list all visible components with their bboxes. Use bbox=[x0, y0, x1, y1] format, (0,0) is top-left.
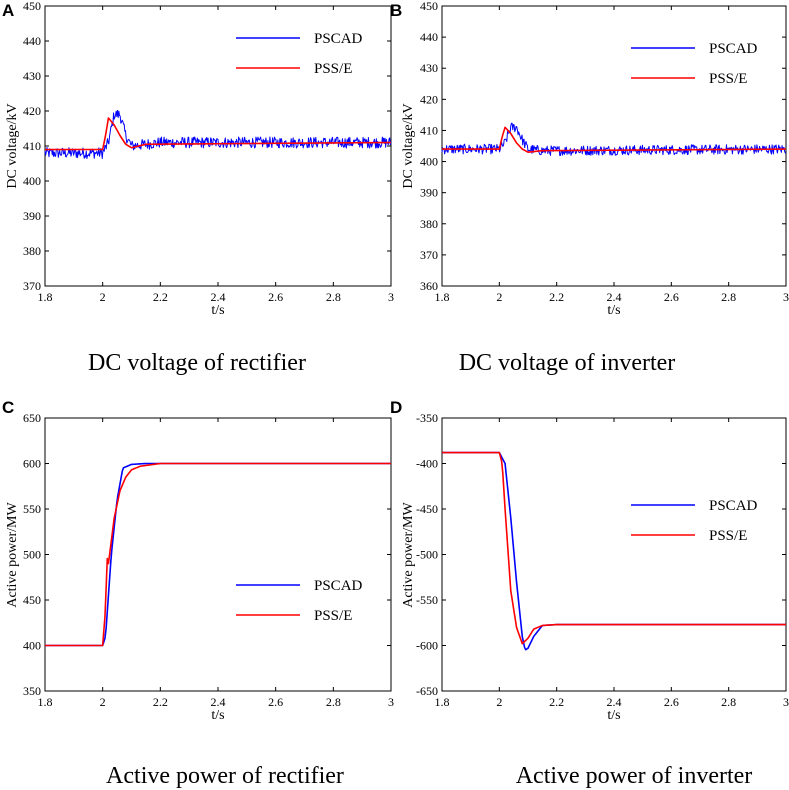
y-axis-label: Active power/MW bbox=[401, 502, 416, 608]
panel-letter: A bbox=[2, 1, 14, 20]
legend-label: PSS/E bbox=[709, 71, 747, 87]
y-tick-label: -550 bbox=[416, 593, 438, 607]
x-tick-label: 2.6 bbox=[268, 695, 283, 709]
series-line-psse bbox=[45, 462, 391, 647]
y-axis-label: Active power/MW bbox=[5, 502, 20, 608]
x-tick-label: 1.8 bbox=[38, 695, 53, 709]
y-tick-label: 410 bbox=[420, 123, 438, 137]
y-tick-label: 410 bbox=[23, 139, 41, 153]
series-line-psse bbox=[442, 451, 786, 645]
y-axis-label: DC voltage/kV bbox=[401, 103, 416, 188]
x-axis-label: t/s bbox=[211, 708, 224, 723]
x-tick-label: 2 bbox=[496, 695, 502, 709]
y-tick-label: -650 bbox=[416, 684, 438, 698]
y-tick-label: 450 bbox=[420, 0, 438, 13]
x-tick-label: 2.4 bbox=[211, 290, 226, 304]
panel-letter: B bbox=[390, 1, 402, 20]
y-axis-label: DC voltage/kV bbox=[5, 103, 20, 188]
plot-area bbox=[44, 417, 392, 692]
series-line-psse bbox=[45, 117, 392, 151]
y-tick-label: 360 bbox=[420, 279, 438, 293]
x-tick-label: 3 bbox=[783, 290, 789, 304]
chart-panel-d: 1.8 2 2.2 2.4 2.6 2.8 3 -650 -600 -550 -500 -450 -40… bbox=[390, 398, 789, 789]
y-tick-label: 380 bbox=[420, 217, 438, 231]
y-tick-label: 390 bbox=[420, 186, 438, 200]
y-tick-label: 380 bbox=[23, 244, 41, 258]
y-tick-label: 450 bbox=[23, 593, 41, 607]
y-tick-label: -500 bbox=[416, 548, 438, 562]
y-tick-label: 440 bbox=[420, 30, 438, 44]
x-tick-label: 2.6 bbox=[664, 695, 679, 709]
chart-caption: DC voltage of inverter bbox=[459, 350, 676, 376]
x-tick-label: 2.4 bbox=[211, 695, 226, 709]
x-tick-label: 2.8 bbox=[326, 695, 341, 709]
panel-letter: C bbox=[2, 398, 14, 417]
y-tick-label: 500 bbox=[23, 548, 41, 562]
y-tick-label: -400 bbox=[416, 457, 438, 471]
legend-label: PSS/E bbox=[314, 608, 352, 624]
y-tick-label: 420 bbox=[420, 92, 438, 106]
y-tick-label: 350 bbox=[23, 684, 41, 698]
x-tick-label: 1.8 bbox=[435, 695, 450, 709]
series-line-psse bbox=[442, 126, 787, 154]
x-axis-label: t/s bbox=[607, 708, 620, 723]
x-tick-label: 2 bbox=[496, 290, 502, 304]
y-tick-label: -350 bbox=[416, 411, 438, 425]
y-tick-label: -450 bbox=[416, 502, 438, 516]
chart-caption: Active power of inverter bbox=[516, 763, 753, 789]
y-tick-label: 600 bbox=[23, 457, 41, 471]
y-tick-label: -600 bbox=[416, 639, 438, 653]
legend-label: PSCAD bbox=[709, 41, 758, 57]
x-tick-label: 2.8 bbox=[721, 290, 736, 304]
x-tick-label: 2.8 bbox=[326, 290, 341, 304]
x-axis-label: t/s bbox=[211, 303, 224, 318]
plot-area bbox=[44, 5, 392, 287]
legend-label: PSCAD bbox=[709, 498, 758, 514]
x-tick-label: 2.2 bbox=[549, 290, 564, 304]
legend-label: PSCAD bbox=[314, 578, 363, 594]
x-tick-label: 1.8 bbox=[38, 290, 53, 304]
chart-panel-c: 1.8 2 2.2 2.4 2.6 2.8 3 350 400 450 500 550 600 650 PS… bbox=[2, 398, 394, 789]
y-tick-label: 450 bbox=[23, 0, 41, 13]
y-tick-label: 400 bbox=[23, 174, 41, 188]
x-tick-label: 3 bbox=[388, 290, 394, 304]
y-tick-label: 420 bbox=[23, 104, 41, 118]
panel-letter: D bbox=[390, 398, 402, 417]
x-tick-label: 2 bbox=[100, 695, 106, 709]
x-tick-label: 2.6 bbox=[664, 290, 679, 304]
x-tick-label: 2 bbox=[100, 290, 106, 304]
legend-label: PSS/E bbox=[314, 61, 352, 77]
x-tick-label: 2.4 bbox=[607, 695, 622, 709]
y-tick-label: 650 bbox=[23, 411, 41, 425]
y-tick-label: 430 bbox=[420, 61, 438, 75]
y-tick-label: 440 bbox=[23, 34, 41, 48]
x-tick-label: 2.8 bbox=[721, 695, 736, 709]
y-tick-label: 550 bbox=[23, 502, 41, 516]
x-tick-label: 2.2 bbox=[549, 695, 564, 709]
x-tick-label: 1.8 bbox=[435, 290, 450, 304]
x-tick-label: 2.6 bbox=[268, 290, 283, 304]
x-axis-label: t/s bbox=[607, 303, 620, 318]
y-tick-label: 400 bbox=[23, 639, 41, 653]
x-tick-label: 3 bbox=[783, 695, 789, 709]
plot-area bbox=[441, 417, 787, 692]
chart-panel-b: 1.8 2 2.2 2.4 2.6 2.8 3 360 370 380 390 400 410 420 43… bbox=[390, 0, 789, 376]
x-tick-label: 2.2 bbox=[153, 695, 168, 709]
y-tick-label: 400 bbox=[420, 155, 438, 169]
y-tick-label: 370 bbox=[420, 248, 438, 262]
y-tick-label: 370 bbox=[23, 279, 41, 293]
chart-caption: Active power of rectifier bbox=[106, 763, 344, 789]
y-tick-label: 390 bbox=[23, 209, 41, 223]
chart-caption: DC voltage of rectifier bbox=[88, 350, 306, 376]
x-tick-label: 2.2 bbox=[153, 290, 168, 304]
legend-label: PSCAD bbox=[314, 31, 363, 47]
x-tick-label: 2.4 bbox=[607, 290, 622, 304]
y-tick-label: 430 bbox=[23, 69, 41, 83]
x-tick-label: 3 bbox=[388, 695, 394, 709]
chart-panel-a: 1.8 2 2.2 2.4 2.6 2.8 3 370 380 390 400 410 420 430 44… bbox=[2, 0, 394, 376]
legend-label: PSS/E bbox=[709, 528, 747, 544]
